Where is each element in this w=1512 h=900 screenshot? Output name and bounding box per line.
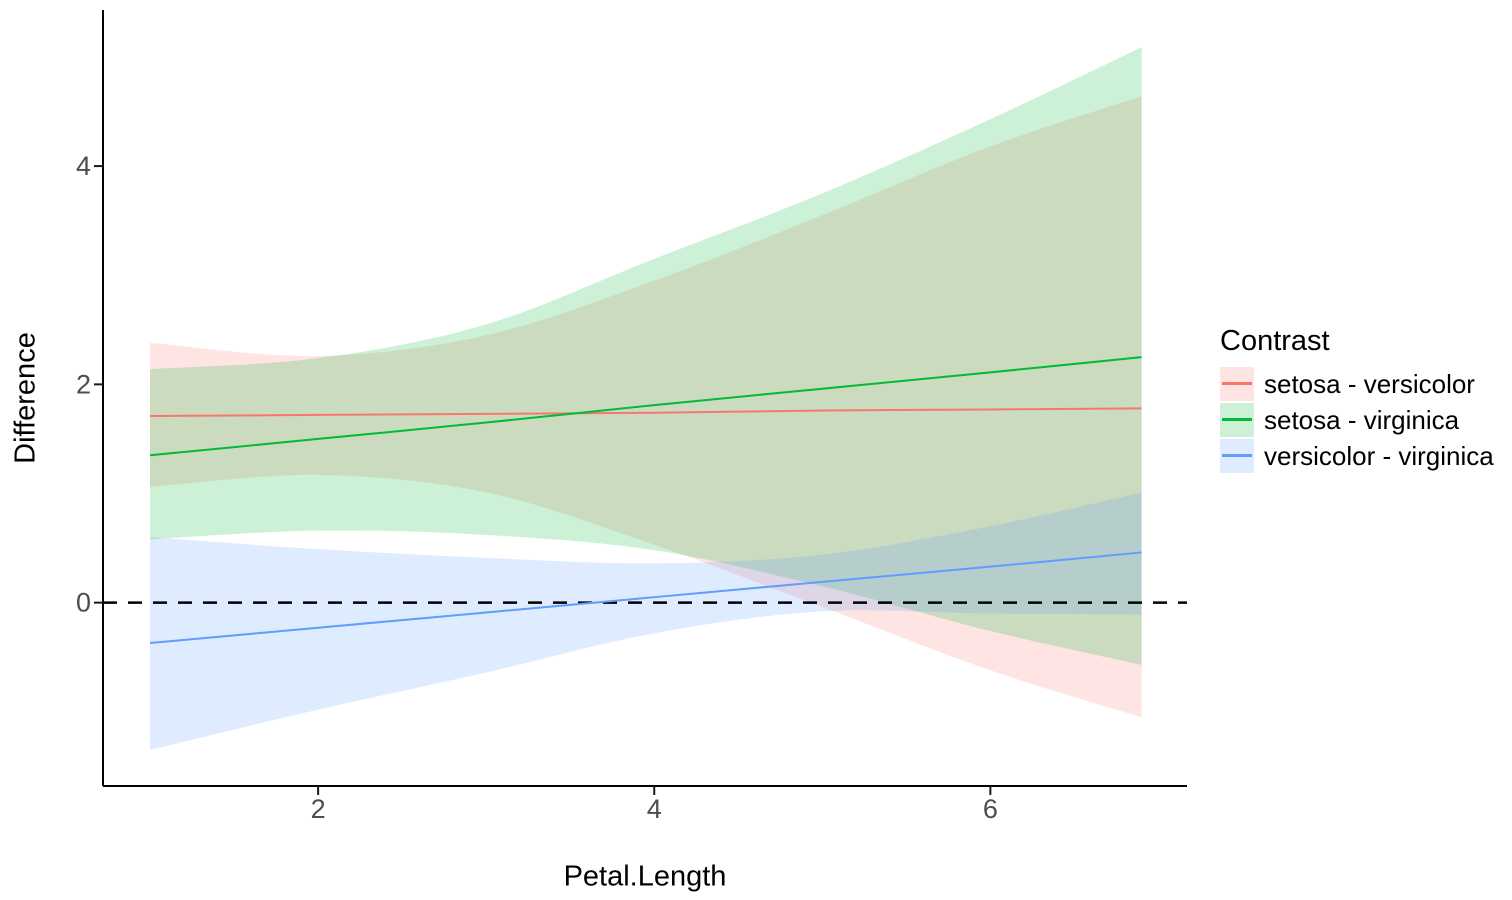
legend-item-versicolor-virginica: versicolor - virginica xyxy=(1220,438,1494,474)
axis-tick-marks xyxy=(94,165,992,795)
legend-key-versicolor-virginica xyxy=(1220,438,1254,473)
x-axis-tick-labels: 2 4 6 xyxy=(311,794,998,824)
confidence-ribbons xyxy=(150,47,1142,750)
y-tick-label: 4 xyxy=(76,151,91,181)
line-setosa-versicolor xyxy=(150,407,1142,418)
ribbon-versicolor-virginica xyxy=(150,492,1142,750)
y-axis-title: Difference xyxy=(9,332,42,464)
y-tick-label: 2 xyxy=(76,369,91,399)
x-tick-label: 6 xyxy=(983,794,998,824)
axes xyxy=(102,10,1187,787)
legend-key-setosa-virginica xyxy=(1220,402,1254,437)
legend-title: Contrast xyxy=(1220,325,1330,357)
line-versicolor-virginica xyxy=(149,551,1142,645)
contrast-mean-lines xyxy=(149,356,1142,645)
legend: Contrast setosa - versicolor setosa - vi… xyxy=(1220,325,1494,474)
ribbon-setosa-virginica xyxy=(150,47,1142,665)
legend-item-setosa-virginica: setosa - virginica xyxy=(1220,402,1494,438)
y-axis-tick-labels: 0 2 4 xyxy=(76,151,91,618)
legend-label: versicolor - virginica xyxy=(1264,440,1494,471)
legend-key-line xyxy=(1222,418,1252,422)
legend-key-setosa-versicolor xyxy=(1220,366,1254,401)
legend-item-setosa-versicolor: setosa - versicolor xyxy=(1220,366,1494,402)
x-tick-label: 4 xyxy=(647,794,662,824)
legend-key-line xyxy=(1222,454,1252,458)
x-tick-label: 2 xyxy=(311,794,326,824)
legend-label: setosa - virginica xyxy=(1264,404,1460,435)
legend-key-line xyxy=(1222,382,1252,386)
y-tick-label: 0 xyxy=(76,588,91,618)
legend-label: setosa - versicolor xyxy=(1264,368,1475,399)
x-axis-title: Petal.Length xyxy=(563,860,727,893)
line-setosa-virginica xyxy=(149,356,1142,457)
